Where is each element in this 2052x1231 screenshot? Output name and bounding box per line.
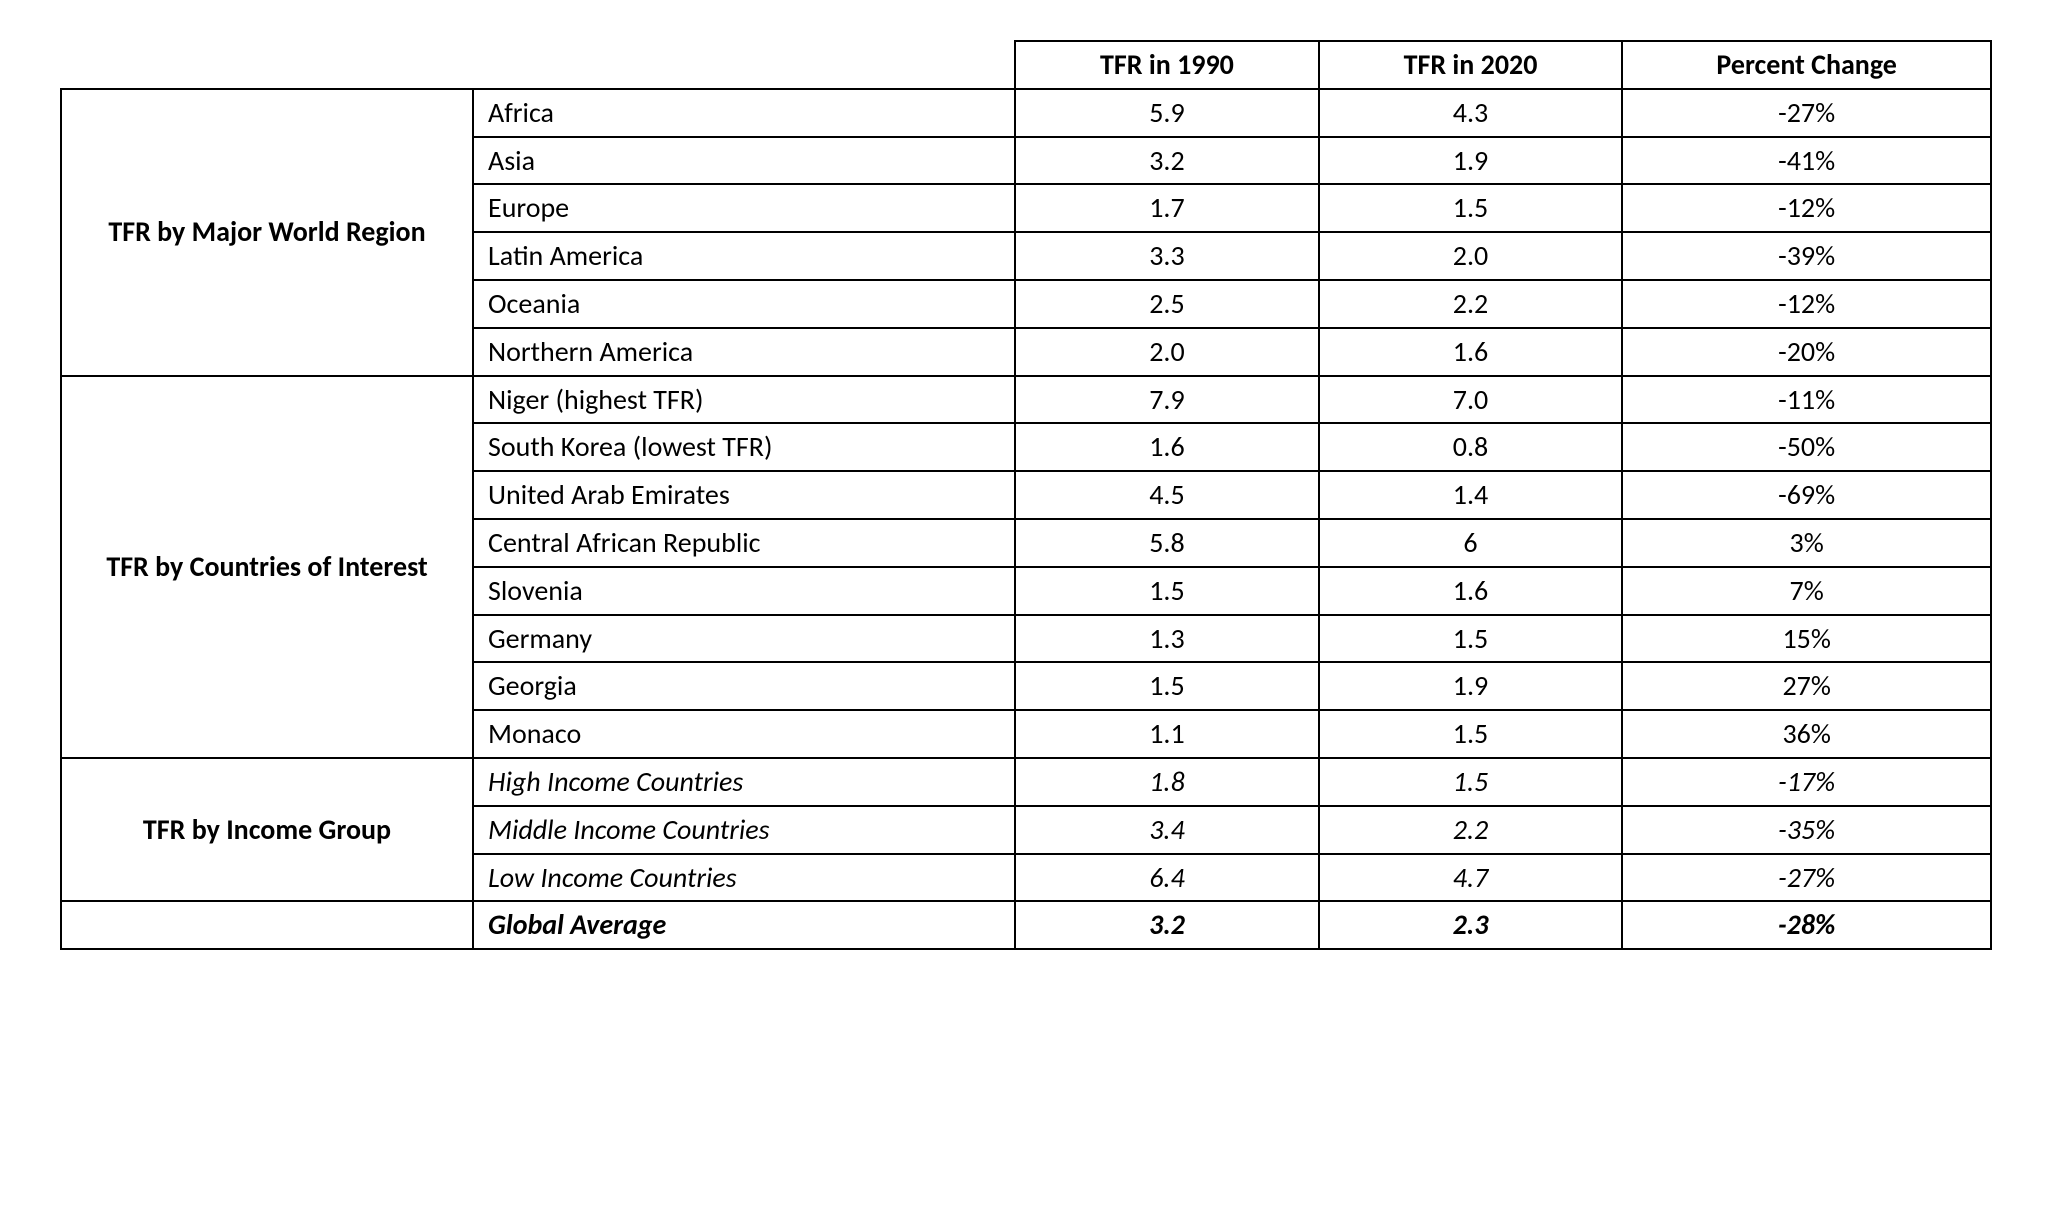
row-label: Middle Income Countries (473, 806, 1015, 854)
row-label: Slovenia (473, 567, 1015, 615)
cell-tfr-1990: 1.5 (1015, 567, 1319, 615)
cell-tfr-1990: 3.2 (1015, 901, 1319, 949)
cell-pct: -11% (1622, 376, 1991, 424)
cell-tfr-1990: 1.8 (1015, 758, 1319, 806)
row-label: United Arab Emirates (473, 471, 1015, 519)
row-label: Oceania (473, 280, 1015, 328)
cell-pct: 15% (1622, 615, 1991, 663)
cell-tfr-1990: 6.4 (1015, 854, 1319, 902)
header-empty (61, 41, 1015, 89)
cell-pct: 7% (1622, 567, 1991, 615)
row-label: Niger (highest TFR) (473, 376, 1015, 424)
cell-tfr-2020: 1.5 (1319, 758, 1623, 806)
cell-pct: 27% (1622, 662, 1991, 710)
cell-tfr-1990: 3.3 (1015, 232, 1319, 280)
cell-tfr-1990: 1.3 (1015, 615, 1319, 663)
row-label: Asia (473, 137, 1015, 185)
row-label: Africa (473, 89, 1015, 137)
cell-tfr-2020: 1.4 (1319, 471, 1623, 519)
row-label: Germany (473, 615, 1015, 663)
cell-tfr-1990: 5.8 (1015, 519, 1319, 567)
cell-pct: 36% (1622, 710, 1991, 758)
cell-pct: -12% (1622, 280, 1991, 328)
table-row: TFR by Income GroupHigh Income Countries… (61, 758, 1991, 806)
group-label: TFR by Major World Region (61, 89, 473, 376)
col-tfr-1990: TFR in 1990 (1015, 41, 1319, 89)
row-label: Global Average (473, 901, 1015, 949)
cell-pct: -20% (1622, 328, 1991, 376)
row-label: Georgia (473, 662, 1015, 710)
cell-tfr-2020: 2.2 (1319, 806, 1623, 854)
cell-tfr-2020: 1.6 (1319, 328, 1623, 376)
cell-tfr-1990: 1.6 (1015, 423, 1319, 471)
cell-tfr-2020: 0.8 (1319, 423, 1623, 471)
cell-tfr-1990: 5.9 (1015, 89, 1319, 137)
cell-tfr-2020: 7.0 (1319, 376, 1623, 424)
cell-tfr-2020: 1.9 (1319, 662, 1623, 710)
cell-tfr-1990: 1.7 (1015, 184, 1319, 232)
cell-pct: -27% (1622, 89, 1991, 137)
cell-tfr-2020: 1.5 (1319, 184, 1623, 232)
row-label: Central African Republic (473, 519, 1015, 567)
tfr-table: TFR in 1990TFR in 2020Percent ChangeTFR … (60, 40, 1992, 950)
cell-pct: -50% (1622, 423, 1991, 471)
cell-tfr-2020: 4.3 (1319, 89, 1623, 137)
cell-tfr-2020: 1.6 (1319, 567, 1623, 615)
group-label-empty (61, 901, 473, 949)
cell-pct: -28% (1622, 901, 1991, 949)
cell-tfr-1990: 2.0 (1015, 328, 1319, 376)
col-tfr-2020: TFR in 2020 (1319, 41, 1623, 89)
cell-pct: -17% (1622, 758, 1991, 806)
cell-tfr-2020: 4.7 (1319, 854, 1623, 902)
row-label: Northern America (473, 328, 1015, 376)
cell-tfr-1990: 1.1 (1015, 710, 1319, 758)
cell-tfr-1990: 4.5 (1015, 471, 1319, 519)
cell-tfr-2020: 1.9 (1319, 137, 1623, 185)
col-percent-change: Percent Change (1622, 41, 1991, 89)
cell-pct: -27% (1622, 854, 1991, 902)
header-row: TFR in 1990TFR in 2020Percent Change (61, 41, 1991, 89)
cell-pct: -39% (1622, 232, 1991, 280)
group-label: TFR by Countries of Interest (61, 376, 473, 758)
cell-tfr-2020: 1.5 (1319, 615, 1623, 663)
cell-tfr-2020: 1.5 (1319, 710, 1623, 758)
cell-pct: -41% (1622, 137, 1991, 185)
row-label: Europe (473, 184, 1015, 232)
cell-tfr-1990: 3.4 (1015, 806, 1319, 854)
cell-tfr-1990: 7.9 (1015, 376, 1319, 424)
cell-pct: 3% (1622, 519, 1991, 567)
row-label: South Korea (lowest TFR) (473, 423, 1015, 471)
cell-tfr-2020: 2.0 (1319, 232, 1623, 280)
cell-tfr-2020: 2.2 (1319, 280, 1623, 328)
cell-tfr-1990: 1.5 (1015, 662, 1319, 710)
cell-pct: -69% (1622, 471, 1991, 519)
table-row: TFR by Countries of InterestNiger (highe… (61, 376, 1991, 424)
row-label: Monaco (473, 710, 1015, 758)
row-label: Low Income Countries (473, 854, 1015, 902)
cell-tfr-2020: 2.3 (1319, 901, 1623, 949)
cell-tfr-1990: 3.2 (1015, 137, 1319, 185)
row-label: Latin America (473, 232, 1015, 280)
row-label: High Income Countries (473, 758, 1015, 806)
cell-tfr-2020: 6 (1319, 519, 1623, 567)
cell-tfr-1990: 2.5 (1015, 280, 1319, 328)
cell-pct: -12% (1622, 184, 1991, 232)
global-average-row: Global Average3.22.3-28% (61, 901, 1991, 949)
group-label: TFR by Income Group (61, 758, 473, 901)
table-row: TFR by Major World RegionAfrica5.94.3-27… (61, 89, 1991, 137)
cell-pct: -35% (1622, 806, 1991, 854)
